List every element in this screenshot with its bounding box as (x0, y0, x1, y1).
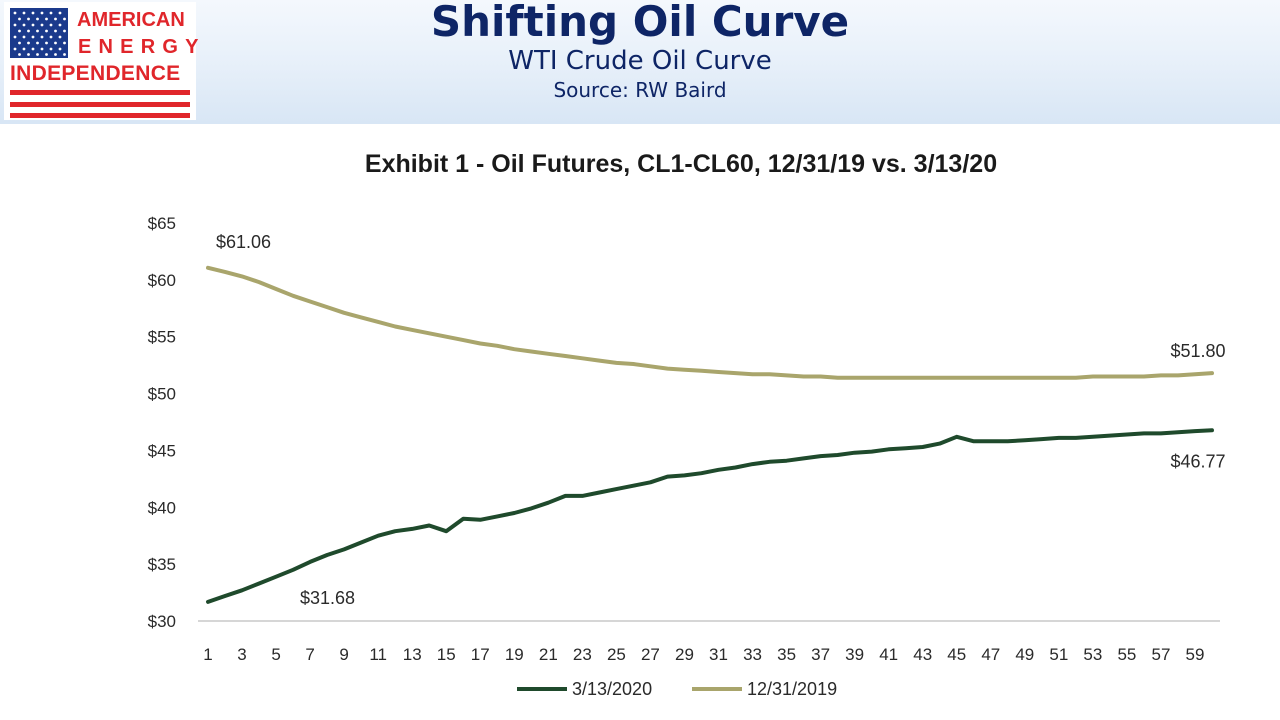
x-tick-label: 41 (879, 645, 898, 664)
y-tick-label: $45 (148, 441, 176, 460)
series-line-3-13-2020 (206, 428, 1214, 604)
x-tick-label: 25 (607, 645, 626, 664)
x-tick-label: 43 (913, 645, 932, 664)
x-tick-label: 59 (1186, 645, 1205, 664)
data-label: $51.80 (1170, 341, 1225, 361)
page-title: Shifting Oil Curve (430, 0, 850, 46)
x-tick-label: 37 (811, 645, 830, 664)
y-axis-ticks: $30 $35 $40 $45 $50 $55 $60 $65 (148, 214, 176, 631)
x-tick-label: 3 (237, 645, 246, 664)
x-tick-label: 35 (777, 645, 796, 664)
logo-word-energy: ENERGY (78, 36, 206, 58)
x-tick-label: 53 (1083, 645, 1102, 664)
y-tick-label: $60 (148, 271, 176, 290)
y-tick-label: $65 (148, 214, 176, 233)
x-tick-label: 27 (641, 645, 660, 664)
logo-word-independence: INDEPENDENCE (10, 62, 181, 85)
x-tick-label: 21 (539, 645, 558, 664)
x-tick-label: 17 (471, 645, 490, 664)
logo-word-american: AMERICAN (77, 9, 185, 31)
y-tick-label: $50 (148, 385, 176, 404)
x-axis-ticks: 1 3 5 7 9 11 13 15 17 19 21 23 25 27 29 31 33 35 37 39 41 43 4… (203, 645, 1204, 664)
source-note: Source: RW Baird (553, 78, 727, 102)
american-energy-independence-logo: AMERICAN ENERGY INDEPENDENCE (4, 2, 198, 120)
legend: 3/13/2020 12/31/2019 (517, 679, 837, 699)
x-tick-label: 31 (709, 645, 728, 664)
x-tick-label: 19 (505, 645, 524, 664)
x-tick-label: 11 (369, 645, 387, 664)
y-tick-label: $35 (148, 555, 176, 574)
us-flag-icon (10, 8, 68, 58)
y-tick-label: $30 (148, 612, 176, 631)
x-tick-label: 7 (305, 645, 314, 664)
x-tick-label: 9 (339, 645, 348, 664)
x-tick-label: 33 (743, 645, 762, 664)
x-tick-label: 57 (1151, 645, 1170, 664)
chart-title: Exhibit 1 - Oil Futures, CL1-CL60, 12/31… (365, 150, 997, 178)
oil-futures-chart: Exhibit 1 - Oil Futures, CL1-CL60, 12/31… (148, 150, 1226, 699)
x-tick-label: 51 (1049, 645, 1068, 664)
data-labels: $61.06 $51.80 $31.68 $46.77 (216, 232, 1226, 608)
data-label: $46.77 (1170, 451, 1225, 471)
page-subtitle: WTI Crude Oil Curve (508, 46, 772, 76)
data-label: $61.06 (216, 232, 271, 252)
header-banner: AMERICAN ENERGY INDEPENDENCE Shifting Oi… (0, 0, 1280, 124)
x-tick-label: 49 (1015, 645, 1034, 664)
y-tick-label: $40 (148, 498, 176, 517)
logo-stripe (10, 102, 190, 107)
x-tick-label: 55 (1117, 645, 1136, 664)
logo-stripe (10, 90, 190, 95)
series-line-12-31-2019 (206, 265, 1214, 380)
x-tick-label: 5 (271, 645, 280, 664)
data-label: $31.68 (300, 588, 355, 608)
x-tick-label: 47 (981, 645, 1000, 664)
legend-label: 12/31/2019 (747, 679, 837, 699)
x-tick-label: 15 (437, 645, 456, 664)
logo-stripe (10, 113, 190, 118)
x-tick-label: 29 (675, 645, 694, 664)
x-tick-label: 45 (947, 645, 966, 664)
x-tick-label: 13 (403, 645, 422, 664)
x-tick-label: 23 (573, 645, 592, 664)
x-tick-label: 1 (203, 645, 212, 664)
x-tick-label: 39 (845, 645, 864, 664)
legend-label: 3/13/2020 (572, 679, 652, 699)
y-tick-label: $55 (148, 328, 176, 347)
series-lines (206, 265, 1214, 604)
